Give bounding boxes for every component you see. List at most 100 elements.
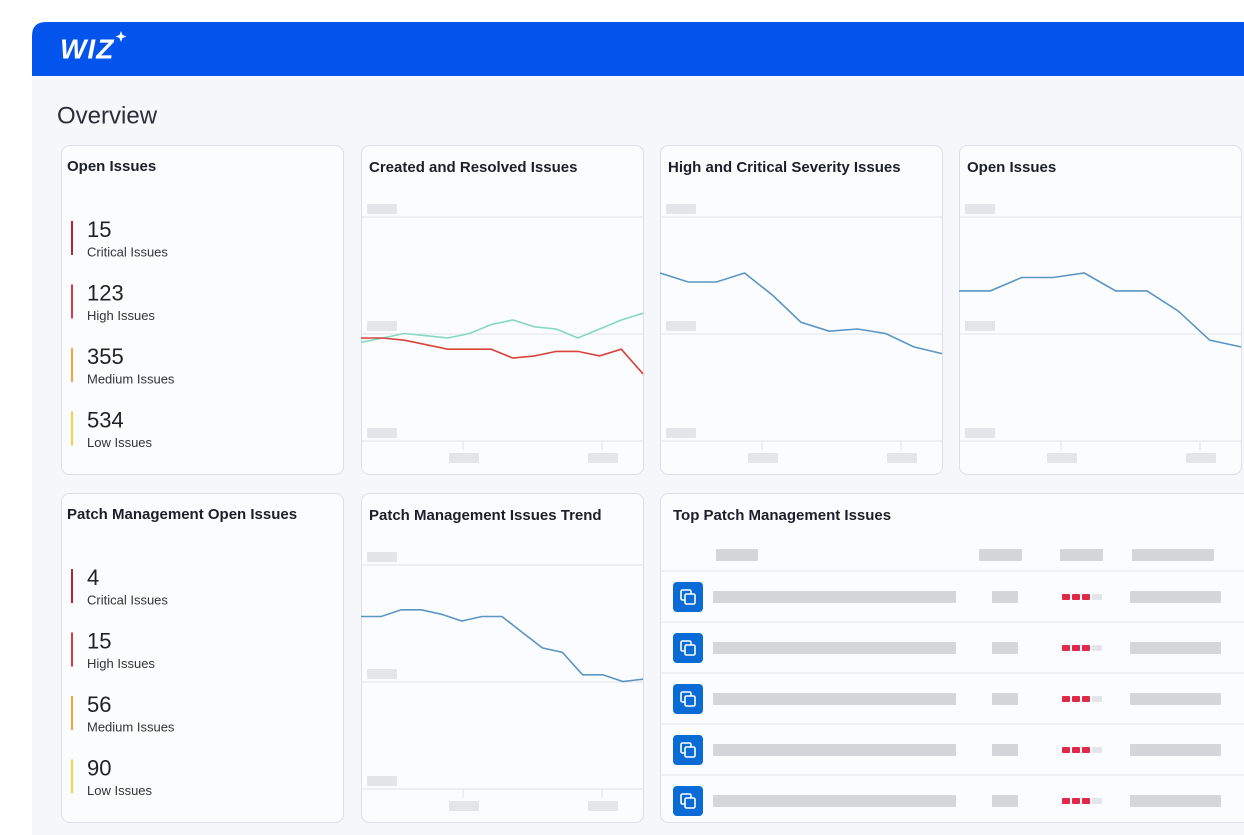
placeholder bbox=[666, 428, 696, 438]
placeholder bbox=[1082, 645, 1090, 651]
card bbox=[660, 493, 1244, 823]
placeholder bbox=[588, 801, 618, 811]
issue-count: 123 bbox=[87, 280, 124, 305]
issue-label: Medium Issues bbox=[87, 719, 175, 734]
placeholder bbox=[666, 321, 696, 331]
logo[interactable]: WIZ bbox=[60, 33, 114, 64]
placeholder bbox=[1092, 696, 1102, 702]
icon-glyph bbox=[684, 695, 696, 707]
issue-count: 355 bbox=[87, 344, 124, 369]
issue-count: 56 bbox=[87, 692, 111, 717]
placeholder bbox=[367, 552, 397, 562]
placeholder bbox=[713, 693, 956, 705]
placeholder bbox=[666, 204, 696, 214]
card-title: Open Issues bbox=[67, 158, 156, 175]
icon-glyph bbox=[684, 593, 696, 605]
placeholder bbox=[748, 453, 778, 463]
placeholder bbox=[965, 321, 995, 331]
card-title: Patch Management Open Issues bbox=[67, 506, 297, 523]
placeholder bbox=[449, 801, 479, 811]
placeholder bbox=[1130, 744, 1221, 756]
placeholder bbox=[1062, 798, 1070, 804]
issue-count: 4 bbox=[87, 565, 99, 590]
placeholder bbox=[1092, 594, 1102, 600]
icon-glyph bbox=[684, 644, 696, 656]
severity-bar bbox=[71, 696, 73, 730]
placeholder bbox=[1132, 549, 1214, 561]
placeholder bbox=[965, 204, 995, 214]
issue-label: Low Issues bbox=[87, 435, 153, 450]
severity-bar bbox=[71, 284, 73, 319]
issue-count: 534 bbox=[87, 407, 124, 432]
severity-bar bbox=[71, 632, 73, 667]
placeholder bbox=[1072, 696, 1080, 702]
card bbox=[361, 493, 644, 823]
issue-label: Low Issues bbox=[87, 783, 153, 798]
placeholder bbox=[367, 204, 397, 214]
placeholder bbox=[1072, 747, 1080, 753]
trend-line bbox=[361, 337, 644, 375]
severity-bar bbox=[71, 759, 73, 794]
placeholder bbox=[449, 453, 479, 463]
placeholder bbox=[367, 428, 397, 438]
card-title: Created and Resolved Issues bbox=[369, 159, 577, 176]
trend-line bbox=[360, 312, 644, 344]
placeholder bbox=[1062, 594, 1070, 600]
placeholder bbox=[1082, 696, 1090, 702]
placeholder bbox=[367, 321, 397, 331]
placeholder bbox=[992, 744, 1018, 756]
placeholder bbox=[1092, 645, 1102, 651]
placeholder bbox=[713, 591, 956, 603]
severity-bar bbox=[71, 348, 73, 382]
placeholder bbox=[1062, 645, 1070, 651]
placeholder bbox=[1130, 591, 1221, 603]
top-bar bbox=[32, 22, 1244, 76]
trend-line bbox=[959, 272, 1242, 348]
placeholder bbox=[887, 453, 917, 463]
severity-bar bbox=[71, 411, 73, 446]
placeholder bbox=[588, 453, 618, 463]
card bbox=[959, 145, 1242, 475]
placeholder bbox=[1060, 549, 1103, 561]
card-title: Open Issues bbox=[967, 159, 1056, 176]
placeholder bbox=[1130, 693, 1221, 705]
placeholder bbox=[367, 669, 397, 679]
placeholder bbox=[992, 591, 1018, 603]
card-title: High and Critical Severity Issues bbox=[668, 159, 901, 176]
issue-count: 90 bbox=[87, 755, 111, 780]
placeholder bbox=[1092, 747, 1102, 753]
issue-label: Critical Issues bbox=[87, 244, 168, 259]
placeholder bbox=[1072, 798, 1080, 804]
logo-sparkle bbox=[115, 31, 127, 42]
issue-label: High Issues bbox=[87, 308, 155, 323]
card-title: Top Patch Management Issues bbox=[673, 507, 891, 524]
icon-glyph bbox=[684, 797, 696, 809]
placeholder bbox=[716, 549, 758, 561]
card bbox=[61, 145, 344, 475]
placeholder bbox=[1130, 642, 1221, 654]
placeholder bbox=[1082, 798, 1090, 804]
page-title: Overview bbox=[57, 102, 158, 129]
placeholder bbox=[1072, 594, 1080, 600]
issue-count: 15 bbox=[87, 628, 111, 653]
placeholder bbox=[1047, 453, 1077, 463]
placeholder bbox=[992, 795, 1018, 807]
placeholder bbox=[1062, 696, 1070, 702]
issue-label: High Issues bbox=[87, 656, 155, 671]
placeholder bbox=[1186, 453, 1216, 463]
placeholder bbox=[979, 549, 1022, 561]
placeholder bbox=[713, 795, 956, 807]
card bbox=[660, 145, 943, 475]
trend-line bbox=[361, 609, 644, 683]
placeholder bbox=[1130, 795, 1221, 807]
severity-bar bbox=[71, 221, 73, 255]
issue-count: 15 bbox=[87, 217, 111, 242]
placeholder bbox=[1062, 747, 1070, 753]
placeholder bbox=[1072, 645, 1080, 651]
placeholder bbox=[992, 693, 1018, 705]
trend-line bbox=[659, 272, 943, 355]
placeholder bbox=[713, 744, 956, 756]
icon-glyph bbox=[684, 746, 696, 758]
